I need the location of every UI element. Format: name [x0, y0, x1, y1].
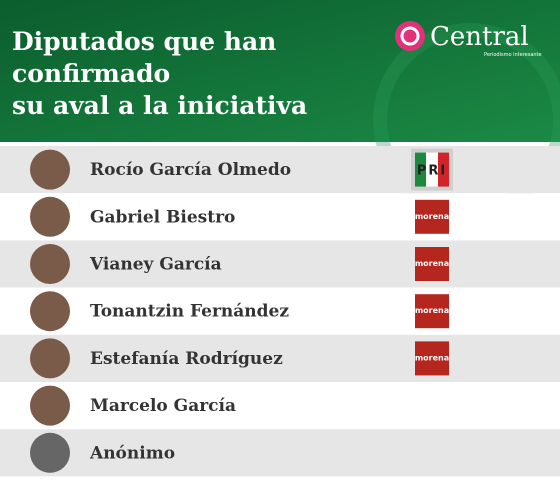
avatar: [30, 385, 70, 426]
party-logo-red: [438, 152, 449, 187]
party-logo-white: [426, 152, 438, 187]
party-logo-green: [415, 152, 426, 187]
avatar: [30, 244, 70, 284]
list: Rocío García Olmedo PRI Gabriel Biestro mor…: [0, 146, 560, 477]
header-background: [0, 0, 560, 142]
name: Vianey García: [89, 255, 222, 275]
party-label: morena: [415, 259, 449, 268]
row-background: [0, 334, 560, 382]
party-label: PRI: [417, 164, 447, 179]
brand-logo-ring: [400, 26, 420, 46]
brand-name: Central: [430, 22, 529, 52]
title-line: confirmado: [12, 59, 170, 88]
avatar: [30, 196, 70, 237]
party-logo: [415, 199, 449, 234]
title-line: Diputados que han: [12, 27, 276, 56]
name: Rocío García Olmedo: [90, 160, 291, 180]
party-logo: [415, 341, 449, 376]
avatar: [30, 432, 70, 473]
avatar: [30, 338, 70, 379]
brand-tagline: Periodismo interesante: [484, 52, 542, 58]
name: Estefanía Rodríguez: [90, 349, 283, 369]
row-background: [0, 382, 560, 430]
row-background: [0, 240, 560, 288]
name: Gabriel Biestro: [90, 207, 235, 227]
name: Anónimo: [89, 443, 175, 463]
brand-logo: [395, 21, 425, 51]
party-logo: [415, 294, 449, 329]
row-background: [0, 287, 560, 335]
party-label: morena: [415, 212, 449, 221]
party-logo: [415, 247, 449, 281]
row-background: [0, 193, 560, 241]
name: Tonantzin Fernández: [90, 302, 289, 322]
party-label: morena: [415, 306, 449, 315]
row-background: [0, 429, 560, 477]
name: Marcelo García: [90, 396, 236, 416]
party-label: morena: [415, 353, 449, 362]
title-line: su aval a la iniciativa: [12, 91, 307, 120]
row-background: [0, 146, 560, 194]
avatar: [30, 149, 70, 190]
avatar: [30, 291, 70, 332]
